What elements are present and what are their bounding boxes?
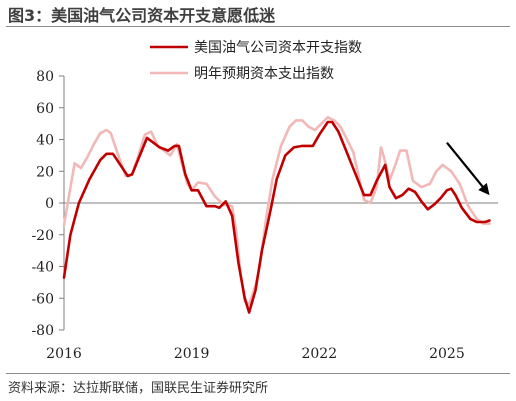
line-chart: -80 -60 -40 -20 0 20 40 60 80 2016 2019 2022 2025 美国…	[31, 40, 498, 362]
y-tick-label: 60	[36, 101, 54, 117]
y-tick-label: -80	[31, 323, 54, 339]
series-line-expected	[62, 116, 491, 306]
y-tick-label: 0	[45, 196, 54, 212]
series-line-capex	[62, 120, 491, 314]
figure-title: 图3：美国油气公司资本开支意愿低迷	[8, 6, 276, 25]
legend-label-expected: 明年预期资本支出指数	[194, 66, 334, 82]
y-tick-label: 80	[36, 69, 54, 85]
title-divider	[6, 26, 510, 27]
source-note: 资料来源：达拉斯联储，国联民生证券研究所	[8, 381, 269, 396]
y-tick-label: -60	[31, 291, 54, 307]
annotation-layer	[446, 141, 490, 196]
source-divider	[6, 373, 510, 374]
trend-arrow-head	[478, 183, 490, 196]
x-tick-label: 2022	[301, 346, 337, 362]
y-tick-label: -40	[31, 260, 54, 276]
axis-layer: -80 -60 -40 -20 0 20 40 60 80 2016 2019 2022 2025	[31, 69, 498, 362]
series-layer	[62, 116, 491, 314]
x-tick-label: 2019	[174, 346, 210, 362]
trend-arrow-shaft	[446, 141, 484, 188]
y-tick-label: 20	[36, 164, 54, 180]
legend: 美国油气公司资本开支指数 明年预期资本支出指数	[150, 40, 362, 82]
x-tick-label: 2025	[429, 346, 465, 362]
y-tick-label: 40	[36, 133, 54, 149]
legend-label-capex: 美国油气公司资本开支指数	[194, 40, 362, 56]
x-tick-label: 2016	[46, 346, 82, 362]
y-tick-label: -20	[31, 228, 54, 244]
